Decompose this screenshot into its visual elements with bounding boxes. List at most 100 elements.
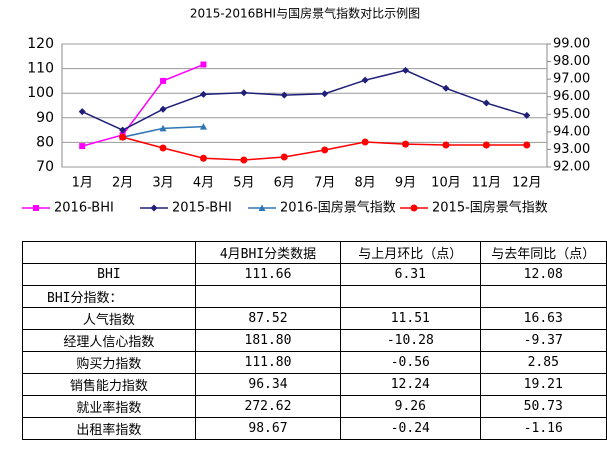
point — [240, 156, 248, 164]
x-tick-label: 1月 — [72, 176, 93, 191]
table-cell: 与去年同比（点） — [479, 241, 607, 264]
point — [160, 77, 167, 84]
table-cell: -0.56 — [340, 351, 481, 374]
y-tick-label: 100 — [27, 85, 54, 101]
y-tick-label: 120 — [27, 36, 54, 52]
table-cell: 9.26 — [340, 395, 481, 418]
x-tick-label: 11月 — [472, 176, 502, 191]
point — [361, 138, 369, 146]
legend-label: 2015-国房景气指数 — [432, 200, 548, 216]
table-cell: 与上月环比（点） — [340, 241, 481, 264]
point — [402, 66, 410, 74]
table-cell: 出租率指数 — [22, 417, 196, 440]
table-cell: 6.31 — [340, 263, 481, 286]
table-cell: 111.80 — [194, 351, 342, 374]
x-tick-label: 3月 — [152, 176, 173, 191]
point — [159, 105, 167, 113]
y2-tick-label: 99.00 — [553, 37, 590, 52]
table-cell — [479, 285, 607, 308]
table-cell — [340, 285, 481, 308]
point — [280, 153, 288, 161]
table-cell: 96.34 — [194, 373, 342, 396]
point — [523, 141, 531, 149]
table-row: 人气指数 87.52 11.51 16.63 — [22, 307, 607, 330]
point — [159, 124, 167, 132]
x-tick-label: 4月 — [193, 176, 214, 191]
table-cell: -9.37 — [479, 329, 607, 352]
table-row: BHI 111.66 6.31 12.08 — [22, 263, 607, 286]
y-tick-label: 110 — [27, 61, 54, 77]
table-cell: BHI — [22, 263, 196, 286]
table-row: BHI分指数： — [22, 285, 607, 308]
series-line — [81, 69, 528, 131]
table-cell: 12.24 — [340, 373, 481, 396]
y2-tick-label: 92.00 — [553, 160, 590, 175]
legend-label: 2015-BHI — [172, 201, 232, 216]
y2-tick-label: 97.00 — [553, 72, 590, 87]
x-tick-label: 7月 — [314, 176, 335, 191]
x-tick-label: 6月 — [274, 176, 295, 191]
data-table: 4月BHI分类数据 与上月环比（点） 与去年同比（点） BHI 111.66 6.31 12… — [22, 241, 607, 440]
point — [240, 89, 248, 97]
point — [402, 140, 410, 148]
series-line — [82, 63, 204, 147]
point — [442, 84, 450, 92]
legend-marker — [150, 204, 158, 212]
point — [523, 111, 531, 119]
y2-tick-label: 94.00 — [553, 124, 590, 139]
table-cell: -0.24 — [340, 417, 481, 440]
point — [199, 90, 207, 98]
table-row: 购买力指数 111.80 -0.56 2.85 — [22, 351, 607, 374]
point — [482, 99, 490, 107]
y-tick-label: 80 — [36, 134, 54, 150]
chart: 2015-2016BHI与国房景气指数对比示例图 70 80 90 100 110 120… — [22, 6, 590, 216]
chart-title: 2015-2016BHI与国房景气指数对比示例图 — [190, 6, 420, 21]
point — [321, 90, 329, 98]
table-row: 经理人信心指数 181.80 -10.28 -9.37 — [22, 329, 607, 352]
legend-marker — [258, 204, 266, 211]
table-cell: 12.08 — [479, 263, 607, 286]
table-cell — [194, 285, 342, 308]
y-tick-label: 90 — [36, 110, 54, 126]
point — [119, 133, 127, 141]
legend-label: 2016-BHI — [54, 201, 114, 216]
x-tick-label: 2月 — [112, 176, 133, 191]
x-tick-label: 9月 — [395, 176, 416, 191]
table-cell: 272.62 — [194, 395, 342, 418]
point — [280, 91, 288, 99]
table-row: 销售能力指数 96.34 12.24 19.21 — [22, 373, 607, 396]
y-tick-label: 70 — [36, 159, 54, 175]
table-cell: 购买力指数 — [22, 351, 196, 374]
x-tick-label: 10月 — [431, 176, 461, 191]
table-cell: 111.66 — [194, 263, 342, 286]
table-cell: 人气指数 — [22, 307, 196, 330]
point — [482, 141, 490, 149]
table-cell — [22, 241, 196, 264]
point — [78, 108, 86, 116]
table-cell: 19.21 — [479, 373, 607, 396]
plot-frame — [61, 43, 548, 168]
table-cell: BHI分指数： — [22, 285, 196, 308]
table-row: 出租率指数 98.67 -0.24 -1.16 — [22, 417, 607, 440]
table-cell: 87.52 — [194, 307, 342, 330]
legend-label: 2016-国房景气指数 — [280, 200, 396, 216]
x-tick-label: 8月 — [354, 176, 375, 191]
point — [79, 143, 86, 150]
x-tick-label: 5月 — [233, 176, 254, 191]
table-cell: 181.80 — [194, 329, 342, 352]
point — [199, 154, 207, 162]
table-row: 4月BHI分类数据 与上月环比（点） 与去年同比（点） — [22, 241, 607, 264]
y2-tick-label: 96.00 — [553, 89, 590, 104]
table-cell: 经理人信心指数 — [22, 329, 196, 352]
table-cell: 就业率指数 — [22, 395, 196, 418]
legend-marker — [410, 204, 418, 212]
y2-tick-label: 95.00 — [553, 107, 590, 122]
table-cell: 2.85 — [479, 351, 607, 374]
point — [119, 126, 127, 134]
table-row: 就业率指数 272.62 9.26 50.73 — [22, 395, 607, 418]
y2-tick-label: 93.00 — [553, 142, 590, 157]
point — [321, 146, 329, 154]
point — [361, 76, 369, 84]
table-cell: 11.51 — [340, 307, 481, 330]
